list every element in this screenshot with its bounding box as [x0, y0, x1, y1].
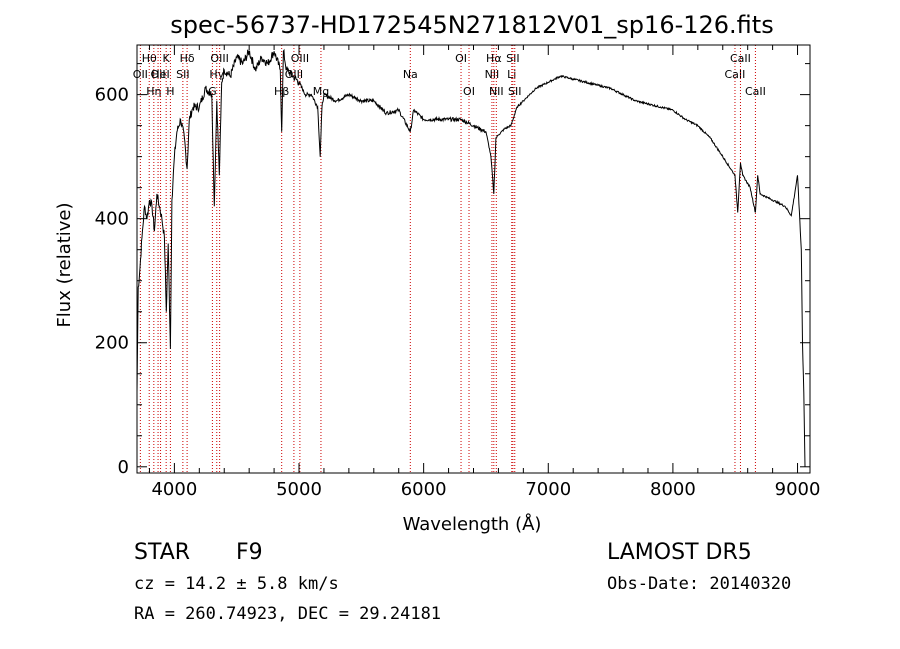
line-mark-label-11: OIII	[210, 52, 228, 65]
redshift-text: cz = 14.2 ± 5.8 km/s	[134, 574, 339, 594]
object-class-label: STAR	[134, 540, 191, 565]
x-tick-label-1: 5000	[276, 479, 322, 500]
line-mark-label-19: NII	[485, 68, 500, 81]
line-mark-label-8: SII	[176, 68, 189, 81]
survey-label: LAMOST DR5	[607, 540, 752, 565]
x-tick-label-3: 7000	[525, 479, 571, 500]
x-tick-label-5: 9000	[775, 479, 821, 500]
line-mark-label-17: OI	[455, 52, 467, 65]
line-mark-label-7: Hδ	[180, 52, 195, 65]
y-axis: 0 200 400 600	[95, 63, 810, 478]
line-mark-label-9: G	[208, 85, 217, 98]
y-tick-label-2: 400	[95, 209, 129, 230]
line-mark-label-4: HeI	[151, 68, 169, 81]
line-mark-label-22: Li	[507, 68, 516, 81]
line-mark-label-14: OIII	[291, 52, 309, 65]
coordinates-text: RA = 260.74923, DEC = 29.24181	[134, 604, 442, 624]
plot-frame	[136, 44, 811, 474]
x-tick-label-0: 4000	[151, 479, 197, 500]
y-axis-label: Flux (relative)	[54, 202, 75, 327]
line-mark-label-3: OII	[150, 68, 165, 81]
line-mark-label-2: Hη	[146, 85, 161, 98]
line-mark-label-15: Mg	[313, 85, 329, 98]
line-mark-label-16: Na	[403, 68, 418, 81]
object-subclass-label: F9	[236, 540, 263, 565]
line-mark-label-12: Hβ	[274, 85, 289, 98]
series-layer	[136, 48, 806, 467]
line-mark-label-6: H	[166, 85, 174, 98]
obs-date-text: Obs-Date: 20140320	[607, 574, 792, 594]
line-mark-label-18: OI	[463, 85, 475, 98]
line-mark-label-0: OII	[133, 68, 148, 81]
x-axis: 4000 5000 6000 7000 8000 9000	[148, 45, 821, 500]
y-tick-label-1: 200	[95, 333, 129, 354]
chart-title: spec-56737-HD172545N271812V01_sp16-126.f…	[170, 11, 773, 39]
line-mark-label-26: CaII	[730, 52, 751, 65]
line-mark-label-10: Hγ	[209, 68, 224, 81]
x-axis-label: Wavelength (Å)	[403, 513, 542, 535]
x-tick-label-2: 6000	[401, 479, 447, 500]
line-mark-label-25: CaII	[725, 68, 746, 81]
y-tick-label-3: 600	[95, 85, 129, 106]
x-tick-label-4: 8000	[650, 479, 696, 500]
y-tick-label-0: 0	[118, 457, 129, 478]
line-mark-label-13: OIII	[285, 68, 303, 81]
line-mark-label-24: SII	[508, 85, 521, 98]
line-mark-label-5: K	[163, 52, 171, 65]
spectrum-line	[136, 48, 806, 467]
line-mark-label-23: SII	[506, 52, 519, 65]
line-mark-label-1: Hθ	[142, 52, 157, 65]
line-mark-label-21: NII	[489, 85, 504, 98]
line-mark-label-20: Hα	[486, 52, 502, 65]
line-mark-label-27: CaII	[745, 85, 766, 98]
